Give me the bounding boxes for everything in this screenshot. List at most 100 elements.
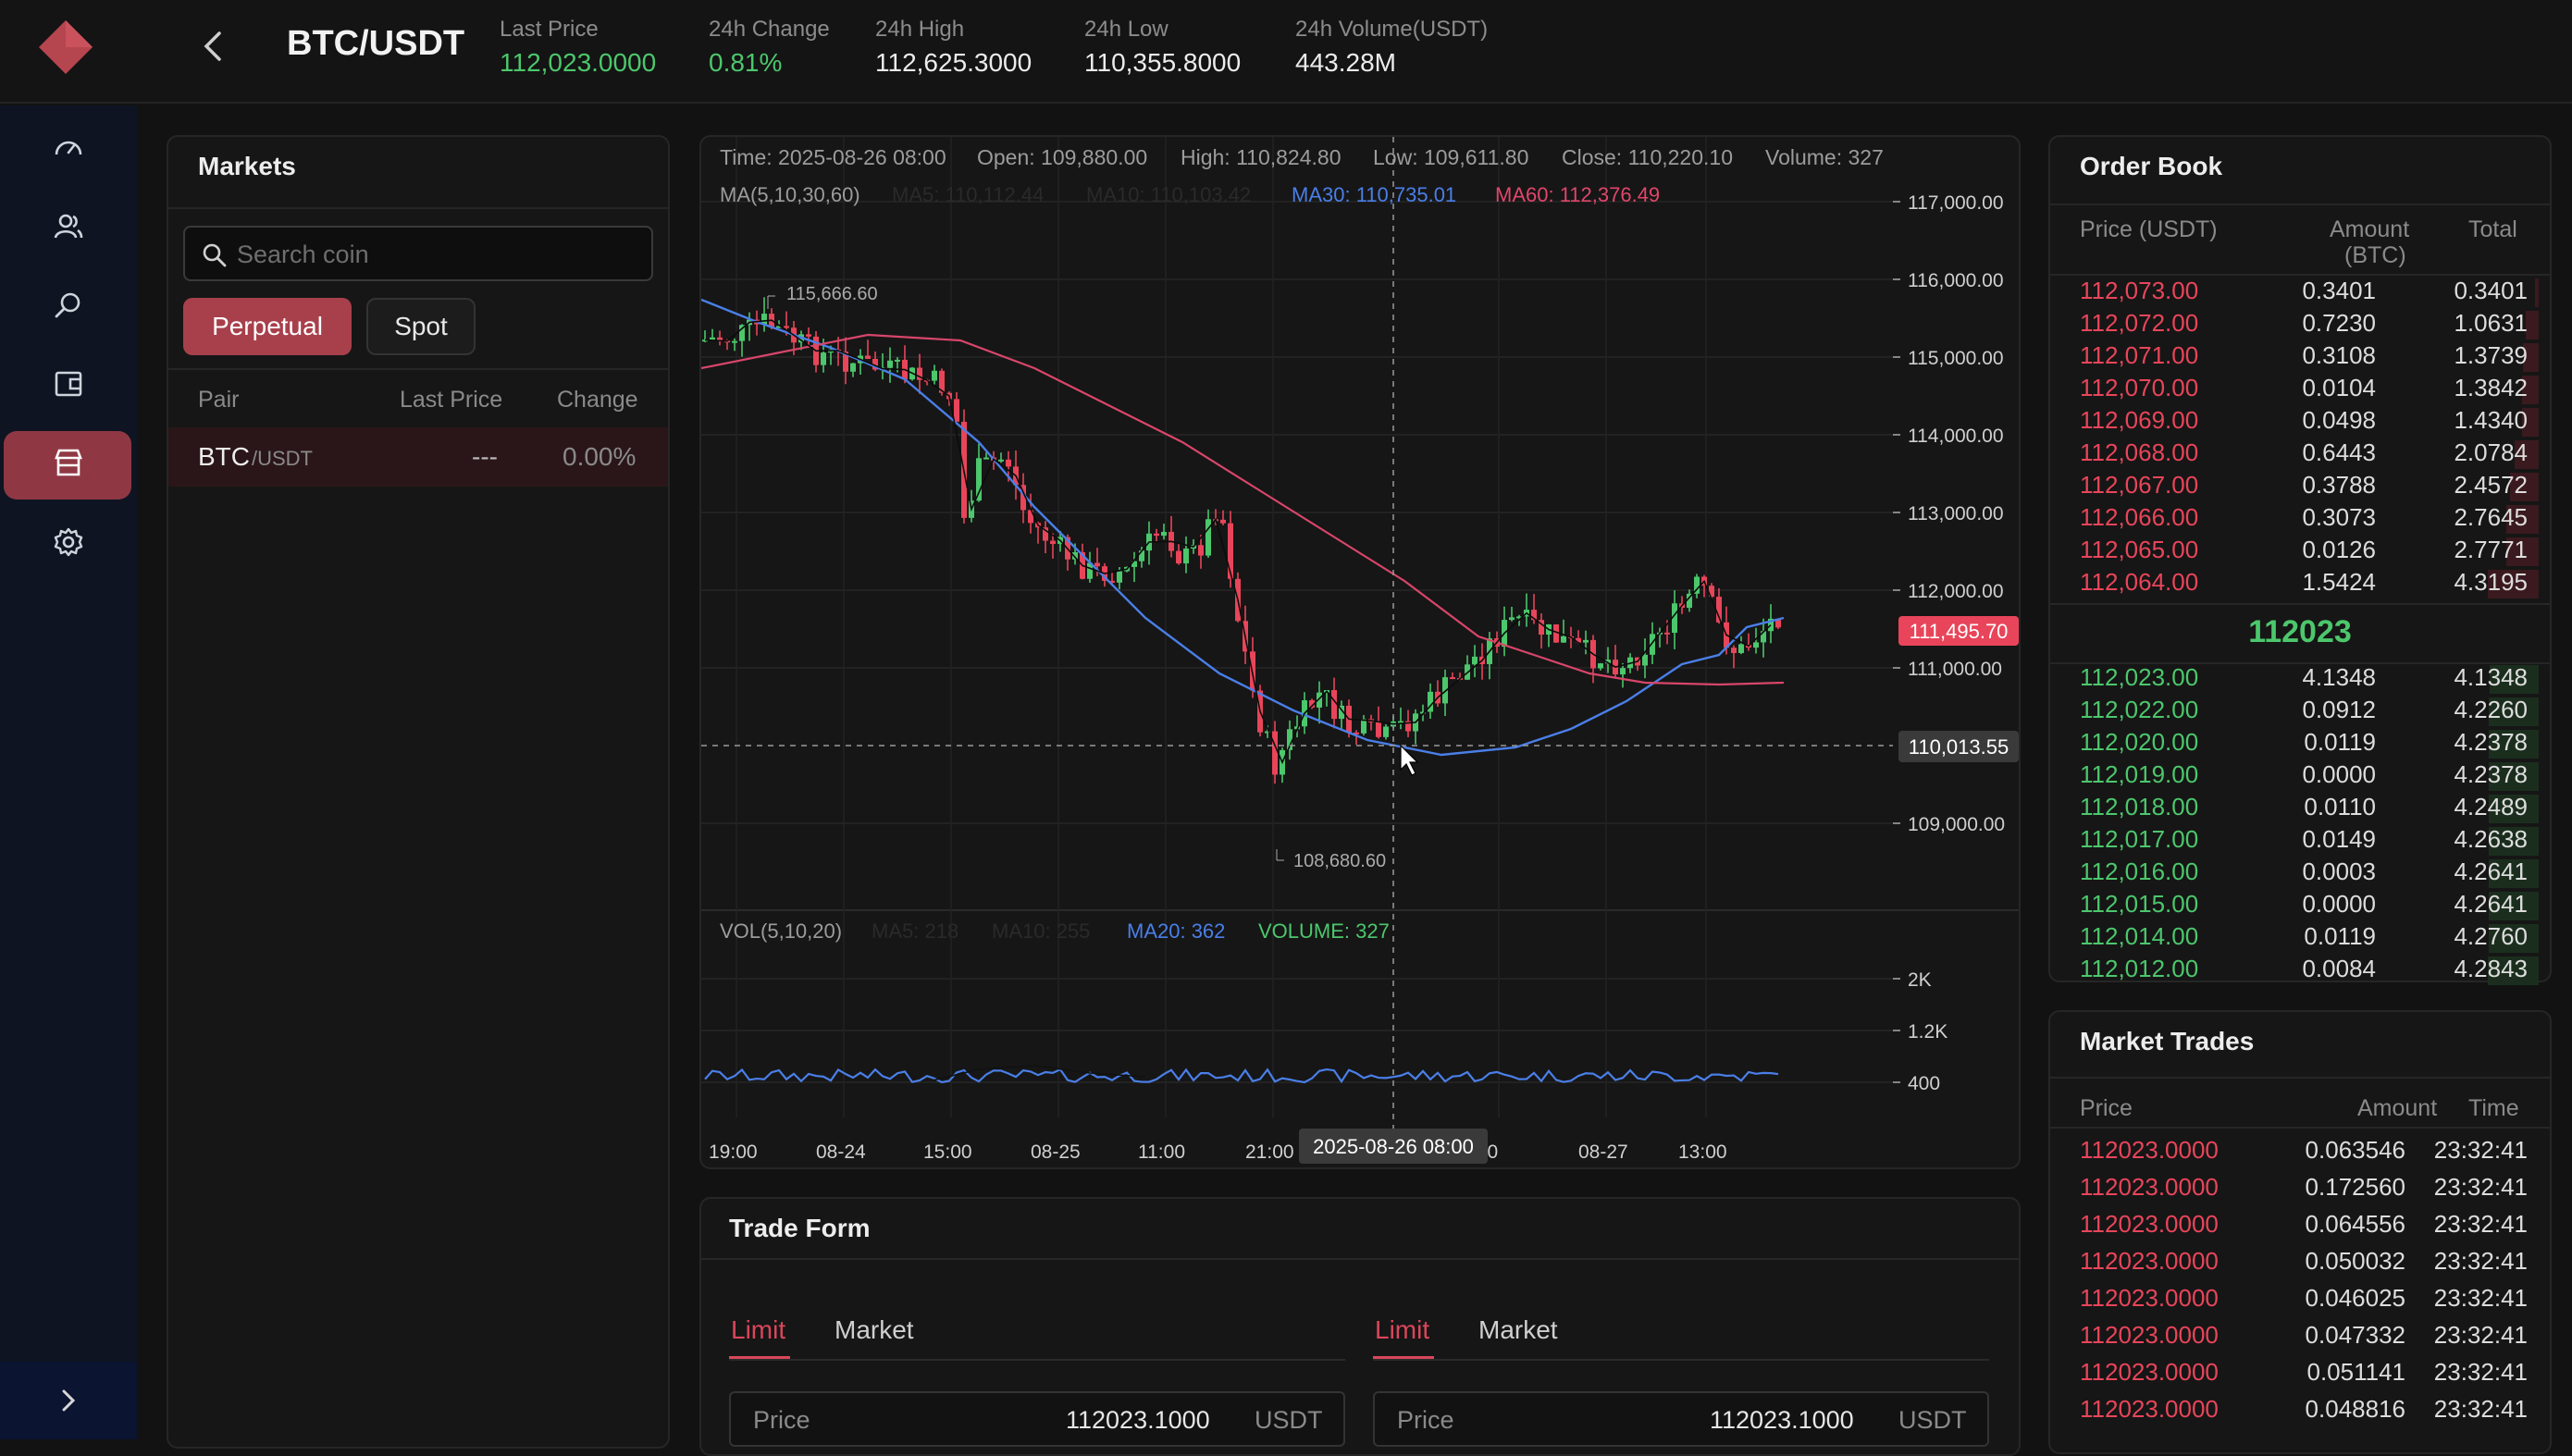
stat-24h-low: 24h Low 110,355.8000 — [1084, 17, 1241, 78]
ma5-value: MA5: 110,112.44 — [892, 183, 1044, 206]
ob-amount: 0.3073 — [2302, 503, 2376, 531]
depth-bar — [2522, 343, 2539, 372]
depth-bar — [2488, 570, 2539, 598]
buy-price-input[interactable]: Price 112023.1000 USDT — [729, 1391, 1345, 1447]
ob-amount: 0.3401 — [2302, 277, 2376, 304]
ask-row[interactable]: 112,069.00 0.0498 1.4340 — [2065, 406, 2539, 438]
buy-limit-tab[interactable]: Limit — [731, 1315, 786, 1344]
bid-row[interactable]: 112,015.00 0.0000 4.2641 — [2065, 890, 2539, 922]
ob-col-amount: Amount — [2330, 216, 2410, 242]
ob-amount: 0.0119 — [2304, 728, 2376, 756]
ob-total: 2.7771 — [2454, 536, 2528, 563]
time-tick: 15:00 — [923, 1141, 972, 1163]
ob-amount: 0.0498 — [2302, 406, 2376, 434]
perpetual-tab[interactable]: Perpetual — [183, 298, 352, 355]
trade-amount: 0.051141 — [2306, 1358, 2405, 1386]
bid-row[interactable]: 112,014.00 0.0119 4.2760 — [2065, 922, 2539, 955]
price-tick: 115,000.00 — [1908, 348, 2004, 369]
depth-bar — [2505, 505, 2539, 534]
depth-bar — [2488, 859, 2539, 888]
trade-time: 23:32:41 — [2433, 1284, 2528, 1312]
trade-row: 112023.0000 0.051141 23:32:41 — [2065, 1354, 2539, 1391]
ask-row[interactable]: 112,073.00 0.3401 0.3401 — [2065, 277, 2539, 309]
bid-row[interactable]: 112,017.00 0.0149 4.2638 — [2065, 825, 2539, 858]
ask-row[interactable]: 112,071.00 0.3108 1.3739 — [2065, 341, 2539, 374]
store-icon[interactable] — [41, 435, 96, 490]
bid-row[interactable]: 112,019.00 0.0000 4.2378 — [2065, 760, 2539, 793]
sell-market-tab[interactable]: Market — [1478, 1315, 1558, 1344]
stat-label: Last Price — [500, 17, 599, 42]
users-icon[interactable] — [41, 199, 96, 254]
stat-label: 24h Low — [1084, 17, 1169, 42]
gear-icon[interactable] — [41, 514, 96, 570]
sell-price-input[interactable]: Price 112023.1000 USDT — [1373, 1391, 1989, 1447]
ob-total: 1.4340 — [2454, 406, 2528, 434]
candlestick-chart[interactable]: 117,000.00 116,000.00 115,000.00 114,000.00… — [701, 137, 2019, 1167]
dashboard-icon[interactable] — [41, 120, 96, 176]
search-icon[interactable] — [41, 278, 96, 333]
depth-bar — [2522, 376, 2539, 404]
buy-market-tab[interactable]: Market — [835, 1315, 914, 1344]
volume-tick: 1.2K — [1908, 1021, 1948, 1043]
trade-row: 112023.0000 0.172560 23:32:41 — [2065, 1169, 2539, 1206]
market-trades-panel — [2048, 1010, 2552, 1454]
ob-total: 4.2378 — [2454, 728, 2528, 756]
stat-24h-change: 24h Change 0.81% — [709, 17, 830, 78]
ask-row[interactable]: 112,067.00 0.3788 2.4572 — [2065, 471, 2539, 503]
col-change: Change — [557, 387, 638, 413]
back-icon[interactable] — [194, 28, 231, 65]
cursor-time-tag — [1299, 1129, 1488, 1164]
pair-base: BTC — [198, 442, 250, 471]
trade-row: 112023.0000 0.063546 23:32:41 — [2065, 1132, 2539, 1169]
trade-time: 23:32:41 — [2433, 1247, 2528, 1275]
ob-price: 112,067.00 — [2080, 471, 2199, 499]
ask-row[interactable]: 112,070.00 0.0104 1.3842 — [2065, 374, 2539, 406]
time-tick: 21:00 — [1245, 1141, 1294, 1163]
bid-row[interactable]: 112,012.00 0.0084 4.2843 — [2065, 955, 2539, 987]
ob-price: 112,020.00 — [2080, 728, 2199, 756]
ask-row[interactable]: 112,066.00 0.3073 2.7645 — [2065, 503, 2539, 536]
bid-row[interactable]: 112,016.00 0.0003 4.2641 — [2065, 858, 2539, 890]
trade-form-title: Trade Form — [729, 1214, 871, 1242]
price-tick: 114,000.00 — [1908, 426, 2004, 447]
price-value: 112023.1000 — [1710, 1406, 1854, 1434]
bid-row[interactable]: 112,018.00 0.0110 4.2489 — [2065, 793, 2539, 825]
bid-row[interactable]: 112,023.00 4.1348 4.1348 — [2065, 663, 2539, 696]
spot-tab[interactable]: Spot — [366, 298, 476, 355]
ob-price: 112,014.00 — [2080, 922, 2199, 950]
trade-price: 112023.0000 — [2080, 1210, 2219, 1238]
top-bar — [0, 0, 2572, 104]
trade-amount: 0.172560 — [2305, 1173, 2405, 1201]
high-mark-label: 115,666.60 — [786, 284, 878, 304]
ob-price: 112,022.00 — [2080, 696, 2199, 723]
mt-col-amount: Amount — [2357, 1095, 2438, 1121]
ob-amount: 0.0119 — [2304, 922, 2376, 950]
depth-bar — [2489, 697, 2539, 726]
search-input[interactable]: Search coin — [183, 226, 653, 281]
sidebar-expand-button[interactable] — [0, 1362, 137, 1439]
trade-time: 23:32:41 — [2433, 1395, 2528, 1423]
trade-row: 112023.0000 0.046025 23:32:41 — [2065, 1280, 2539, 1317]
trade-time: 23:32:41 — [2433, 1173, 2528, 1201]
ask-row[interactable]: 112,064.00 1.5424 4.3195 — [2065, 568, 2539, 600]
price-tick: 116,000.00 — [1908, 270, 2004, 291]
time-tick: 08-27 — [1578, 1141, 1628, 1163]
col-last-price: Last Price — [400, 387, 503, 413]
ma10-value: MA10: 110,103.42 — [1086, 183, 1251, 206]
mt-col-price: Price — [2080, 1095, 2133, 1121]
wallet-icon[interactable] — [41, 356, 96, 412]
ob-total: 4.2641 — [2454, 858, 2528, 885]
price-label: Price — [753, 1406, 810, 1434]
ask-row[interactable]: 112,072.00 0.7230 1.0631 — [2065, 309, 2539, 341]
ask-row[interactable]: 112,065.00 0.0126 2.7771 — [2065, 536, 2539, 568]
sidebar — [0, 105, 137, 1439]
ob-amount: 0.0126 — [2302, 536, 2376, 563]
sell-limit-tab[interactable]: Limit — [1375, 1315, 1430, 1344]
ob-total: 4.3195 — [2454, 568, 2528, 596]
logo-icon[interactable] — [37, 19, 94, 76]
market-row-btc[interactable]: BTC /USDT --- 0.00% — [168, 427, 668, 487]
ask-row[interactable]: 112,068.00 0.6443 2.0784 — [2065, 438, 2539, 471]
trade-time: 23:32:41 — [2433, 1136, 2528, 1164]
bid-row[interactable]: 112,020.00 0.0119 4.2378 — [2065, 728, 2539, 760]
bid-row[interactable]: 112,022.00 0.0912 4.2260 — [2065, 696, 2539, 728]
